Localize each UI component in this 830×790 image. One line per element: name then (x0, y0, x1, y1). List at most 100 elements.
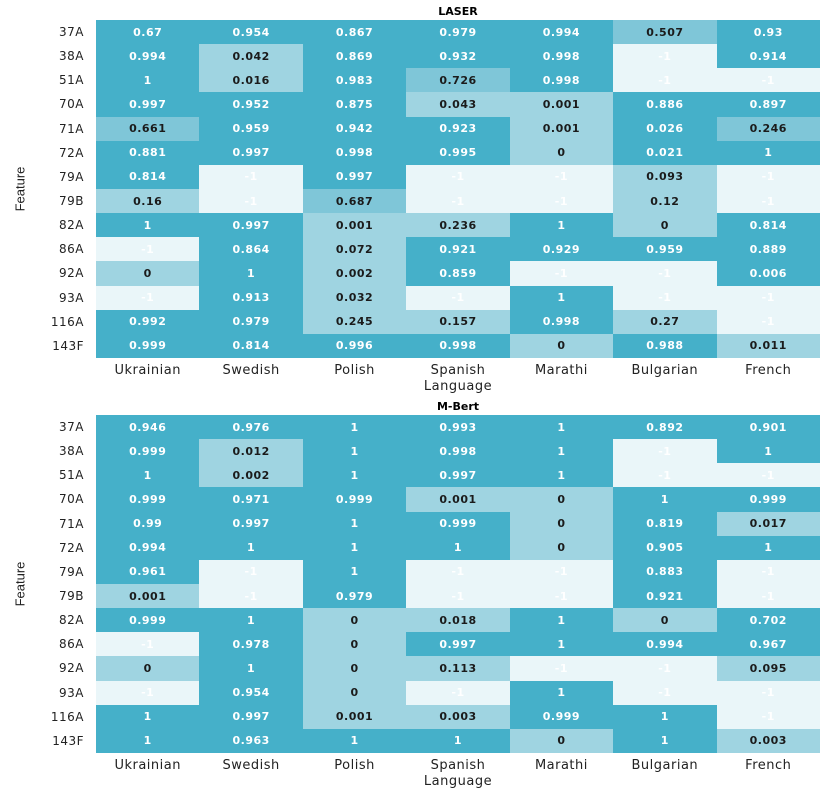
heatmap-cell: 0.994 (96, 44, 200, 69)
heatmap-cell: 1 (199, 535, 303, 560)
heatmap-cell: 0.886 (613, 92, 717, 117)
chart-title: LASER (438, 5, 478, 18)
heatmap-cell: 0.011 (716, 333, 820, 358)
heatmap-cell: 0.999 (96, 487, 200, 512)
heatmap-cell: -1 (613, 680, 717, 705)
y-tick-label: 86A (59, 637, 84, 652)
heatmap-cell: 1 (509, 463, 614, 488)
y-tick-labels: 37A 38A 51A 70A 71A 72A 79A 79B 82A 86A 92A 93A 116A… (0, 20, 92, 358)
x-tick-labels: Ukrainian Swedish Polish Spanish Marathi Bulg… (96, 364, 820, 378)
heatmap-cell: 0.997 (199, 213, 303, 238)
heatmap-cell: 1 (96, 728, 200, 753)
x-tick-label: Ukrainian (114, 758, 181, 773)
heatmap-cell: -1 (716, 309, 820, 334)
heatmap-cell: 0.157 (406, 309, 510, 334)
heatmap-cell: 0 (509, 728, 614, 753)
heatmap-cell: -1 (509, 583, 614, 609)
heatmap-cell: 0.246 (716, 116, 820, 141)
heatmap-cell: 0.999 (509, 704, 614, 729)
heatmap-cell: 0.897 (716, 92, 820, 117)
heatmap-cell: 0.095 (716, 656, 820, 681)
y-tick-label: 79A (59, 169, 84, 184)
heatmap-cell: -1 (716, 188, 820, 214)
heatmap-cell: 0.889 (716, 237, 820, 262)
heatmap-cell: 0.003 (716, 728, 820, 753)
heatmap-cell: 0.994 (509, 20, 614, 45)
heatmap-cell: 0.971 (199, 487, 303, 512)
heatmap-cell: 0.026 (613, 116, 717, 141)
heatmap-cell: 0.988 (613, 333, 717, 358)
heatmap-cell: 0.814 (96, 164, 200, 189)
heatmap-cell: 0.67 (96, 20, 200, 45)
heatmap-cell: -1 (613, 463, 717, 488)
heatmap-cell: 1 (96, 704, 200, 729)
heatmap-cell: 0.113 (406, 656, 510, 681)
heatmap-cell: 0.875 (302, 92, 407, 117)
heatmap-cell: 0.997 (96, 92, 200, 117)
heatmap-cell: -1 (406, 583, 510, 609)
heatmap-cell: 0.992 (96, 309, 200, 334)
heatmap-cell: 0.001 (406, 487, 510, 512)
heatmap-cell: 0.993 (406, 415, 510, 440)
heatmap-cell: 0.892 (613, 415, 717, 440)
y-tick-label: 72A (59, 540, 84, 555)
heatmap-cell: 0.914 (716, 44, 820, 69)
y-tick-label: 79B (58, 589, 84, 604)
heatmap-cell: 0 (509, 140, 614, 165)
x-axis-title: Language (423, 774, 493, 789)
heatmap-cell: 0.932 (406, 44, 510, 69)
x-tick-labels: Ukrainian Swedish Polish Spanish Marathi Bulg… (96, 759, 820, 773)
heatmap-cell: -1 (716, 559, 820, 584)
heatmap-cell: 0 (302, 656, 407, 681)
heatmap-cell: 0.819 (613, 511, 717, 536)
heatmap-cell: 0 (509, 333, 614, 358)
y-tick-label: 70A (59, 97, 84, 112)
x-tick-label: Spanish (430, 363, 486, 378)
heatmap-cell: 1 (509, 285, 614, 310)
heatmap-cell: 0.999 (96, 608, 200, 633)
heatmap-cell: 0.001 (302, 704, 407, 729)
heatmap-cell: 0.998 (406, 439, 510, 464)
heatmap-cell: 0.997 (199, 511, 303, 536)
y-tick-label: 116A (50, 314, 84, 329)
heatmap-cell: 0.995 (406, 140, 510, 165)
heatmap-cell: 0.997 (406, 632, 510, 657)
heatmap-cell: 1 (302, 415, 407, 440)
heatmap-cell: 0.997 (199, 140, 303, 165)
heatmap-cell: 1 (716, 439, 820, 464)
heatmap-cell: 0.018 (406, 608, 510, 633)
heatmap-cell: 0.954 (199, 20, 303, 45)
heatmap-cell: 0.979 (302, 583, 407, 609)
heatmap-cell: 0.901 (716, 415, 820, 440)
heatmap-cell: -1 (199, 583, 303, 609)
heatmap-cell: -1 (96, 237, 200, 262)
heatmap-cell: 0.012 (199, 439, 303, 464)
heatmap-cell: -1 (509, 164, 614, 189)
heatmap-cell: 0.16 (96, 188, 200, 214)
chart-title: M-Bert (436, 400, 480, 413)
x-tick-label: Polish (334, 758, 375, 773)
heatmap-cell: -1 (613, 68, 717, 93)
heatmap-cell: -1 (716, 285, 820, 310)
heatmap-cell: 1 (509, 680, 614, 705)
y-tick-label: 37A (59, 420, 84, 435)
y-tick-label: 51A (59, 73, 84, 88)
heatmap-cell: 0.002 (302, 261, 407, 286)
heatmap-cell: 1 (302, 535, 407, 560)
x-tick-label: Ukrainian (114, 363, 181, 378)
heatmap-cell: 0.99 (96, 511, 200, 536)
heatmap-cell: 0.921 (406, 237, 510, 262)
heatmap-cell: 0.921 (613, 583, 717, 609)
heatmap-cell: 0 (302, 608, 407, 633)
heatmap-cell: 0.021 (613, 140, 717, 165)
heatmap-cell: -1 (613, 261, 717, 286)
heatmap-cell: 0.998 (406, 333, 510, 358)
heatmap-cell: 0.001 (96, 583, 200, 609)
x-tick-label: Spanish (430, 758, 486, 773)
heatmap-cell: 1 (96, 68, 200, 93)
heatmap-cell: 1 (302, 511, 407, 536)
heatmap-cell: 0.999 (406, 511, 510, 536)
heatmap-cell: 0.042 (199, 44, 303, 69)
heatmap-cell: 0.999 (302, 487, 407, 512)
y-tick-label: 38A (59, 444, 84, 459)
